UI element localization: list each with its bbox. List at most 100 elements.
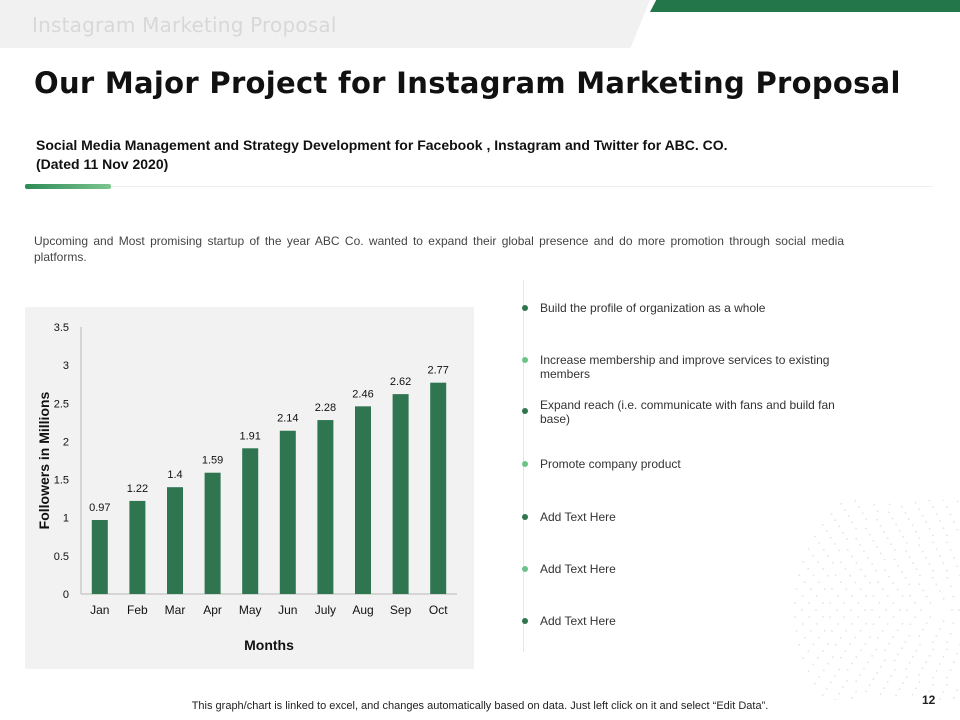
y-tick-label: 2 — [63, 436, 69, 448]
decor-dot — [953, 556, 955, 559]
decor-dot — [838, 549, 841, 552]
decor-dot — [932, 534, 934, 537]
y-axis-title: Followers in Millions — [36, 391, 52, 529]
decor-dot — [802, 561, 805, 563]
decor-dot — [821, 694, 824, 697]
decor-dot — [807, 670, 810, 672]
decor-dot — [851, 521, 854, 524]
decor-dot — [876, 510, 879, 512]
decor-dot — [851, 595, 853, 597]
decor-dot — [865, 595, 868, 598]
decor-dot — [837, 595, 839, 597]
decor-dot — [918, 508, 920, 511]
decor-dot — [818, 636, 820, 639]
decor-dot — [822, 669, 825, 672]
decor-dot — [859, 629, 862, 632]
decor-dot — [842, 531, 844, 534]
decor-dot — [822, 602, 825, 604]
decor-dot — [812, 663, 815, 666]
decor-dot — [946, 541, 948, 544]
decor-dot — [935, 513, 938, 515]
decor-dot — [949, 513, 952, 516]
decor-dot — [865, 518, 868, 520]
x-tick-label: Sep — [390, 603, 412, 617]
decor-dot — [822, 616, 825, 618]
decor-dot — [871, 609, 873, 611]
decor-dot — [868, 684, 871, 687]
decor-dot — [935, 548, 938, 550]
decor-dot — [837, 623, 839, 625]
decor-dot — [883, 531, 885, 533]
decor-dot — [899, 609, 901, 611]
decor-dot — [898, 529, 901, 532]
dot-pattern-graphic — [794, 500, 960, 700]
data-label: 1.22 — [127, 483, 148, 495]
decor-dot — [843, 616, 846, 618]
decor-dot — [942, 656, 945, 658]
decor-dot — [846, 680, 848, 682]
decor-dot — [846, 538, 848, 540]
decor-dot — [893, 669, 896, 671]
decor-dot — [925, 521, 927, 523]
decor-dot — [832, 561, 834, 564]
decor-dot — [932, 541, 934, 544]
decor-dot — [818, 581, 820, 584]
decor-dot — [929, 602, 932, 604]
decor-dot — [929, 616, 932, 618]
decor-dot — [883, 558, 886, 561]
decor-dot — [888, 503, 891, 506]
decor-dot — [908, 634, 911, 637]
decor-dot — [901, 622, 904, 625]
data-label: 2.77 — [427, 365, 448, 377]
decor-dot — [949, 549, 952, 551]
decor-dot — [859, 588, 862, 591]
decor-dot — [925, 556, 927, 559]
decor-dot — [956, 528, 959, 531]
followers-bar-chart[interactable]: 0 0.5 1 1.5 2 2.5 3 3.5 0.97 Jan 1.22 Feb 1.4 Mar 1.59… — [25, 307, 474, 669]
decor-dot — [922, 628, 924, 631]
decor-dot — [851, 696, 854, 699]
decor-dot — [888, 511, 890, 514]
decor-dot — [865, 527, 867, 530]
bullet-text: Add Text Here — [540, 562, 616, 576]
decor-dot — [823, 588, 826, 591]
decor-dot — [915, 687, 917, 690]
decor-dot — [831, 630, 833, 632]
decor-dot — [872, 623, 875, 625]
decor-dot — [932, 683, 934, 686]
decor-dot — [795, 630, 798, 632]
decor-dot — [931, 641, 934, 644]
decor-dot — [857, 616, 860, 618]
decor-dot — [888, 575, 890, 578]
decor-dot — [812, 643, 815, 646]
decor-dot — [840, 561, 842, 564]
decor-dot — [808, 602, 811, 604]
decor-dot — [946, 676, 948, 679]
decor-dot — [868, 533, 871, 536]
decor-dot — [958, 609, 960, 611]
decor-dot — [892, 582, 895, 584]
decor-dot — [931, 576, 934, 579]
decor-dot — [851, 662, 853, 665]
decor-dot — [809, 629, 812, 632]
decor-dot — [843, 602, 846, 604]
decor-dot — [829, 602, 832, 604]
decor-dot — [855, 690, 857, 693]
bullet-dot-icon — [522, 461, 528, 467]
decor-dot — [905, 550, 907, 552]
decor-dot — [817, 656, 819, 659]
decor-dot — [871, 563, 873, 565]
decor-dot — [900, 570, 903, 573]
decor-dot — [920, 609, 922, 611]
decor-dot — [846, 549, 849, 551]
decor-dot — [939, 520, 941, 522]
bullet-text: Add Text Here — [540, 614, 616, 628]
y-tick-label: 1 — [63, 513, 69, 525]
decor-dot — [905, 676, 908, 678]
decor-dot — [900, 647, 903, 650]
bar — [317, 420, 334, 594]
data-label: 2.14 — [277, 413, 298, 425]
decor-dot — [847, 515, 850, 517]
chart-panel[interactable]: 0 0.5 1 1.5 2 2.5 3 3.5 0.97 Jan 1.22 Feb 1.4 Mar 1.59… — [25, 307, 474, 669]
decor-dot — [951, 609, 953, 611]
